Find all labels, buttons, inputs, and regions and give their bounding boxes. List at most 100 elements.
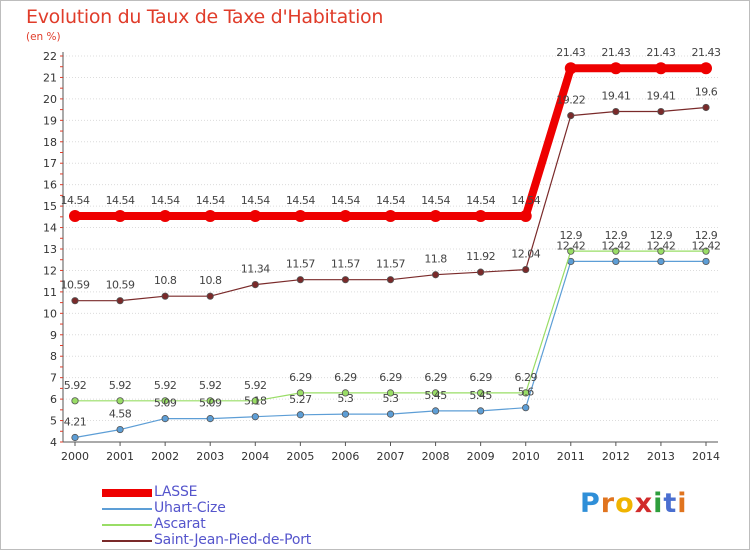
- data-label: 10.8: [199, 274, 222, 287]
- legend-label: LASSE: [154, 484, 198, 500]
- data-label: 12.9: [605, 229, 628, 242]
- x-tick-label: 2011: [557, 450, 585, 463]
- logo-letter: i: [653, 488, 664, 519]
- data-label: 11.57: [331, 258, 360, 271]
- data-point: [522, 265, 530, 274]
- data-label: 6.29: [469, 371, 492, 384]
- x-tick-label: 2005: [286, 450, 314, 463]
- data-label: 5.92: [64, 379, 87, 392]
- data-point: [251, 397, 259, 405]
- data-label: 5.6: [518, 386, 534, 399]
- data-point: [612, 247, 620, 255]
- data-point: [657, 257, 665, 266]
- data-label: 12.42: [556, 239, 585, 252]
- y-tick-label: 7: [50, 372, 57, 385]
- chart-title: Evolution du Taux de Taxe d'Habitation: [26, 6, 384, 28]
- data-label: 14.54: [151, 194, 180, 207]
- data-label: 19.41: [601, 90, 630, 103]
- series-group: [69, 62, 712, 442]
- data-point: [429, 209, 442, 222]
- data-label: 14.54: [421, 194, 450, 207]
- data-point: [702, 257, 710, 266]
- data-point: [431, 389, 440, 397]
- data-point: [71, 397, 79, 405]
- data-label: 11.57: [376, 258, 405, 271]
- data-point: [206, 397, 214, 405]
- data-label: 14.54: [61, 194, 90, 207]
- data-point: [116, 397, 124, 405]
- y-tick-label: 10: [43, 307, 57, 320]
- data-point: [159, 209, 172, 222]
- data-point: [657, 247, 665, 255]
- data-point: [294, 209, 307, 222]
- data-point: [339, 209, 352, 222]
- data-label: 5.09: [199, 397, 222, 410]
- y-tick-label: 14: [43, 222, 57, 235]
- data-point: [206, 415, 214, 423]
- data-label: 5.3: [337, 392, 353, 405]
- data-label: 12.42: [601, 239, 630, 252]
- legend-swatch: [102, 540, 152, 542]
- data-label: 12.42: [692, 239, 721, 252]
- data-point: [71, 297, 79, 305]
- y-tick-label: 20: [43, 93, 57, 106]
- data-labels: 14.54 14.54 14.54 14.54 14.54 14.54 14.54 14.54…: [61, 46, 722, 428]
- logo-letter: i: [677, 488, 688, 519]
- data-label: 11.57: [286, 258, 315, 271]
- y-tick-label: 19: [43, 114, 57, 127]
- data-point: [161, 292, 169, 300]
- data-label: 5.92: [109, 379, 132, 392]
- data-label: 6.29: [334, 371, 357, 384]
- data-point: [386, 389, 395, 397]
- data-point: [161, 397, 169, 405]
- data-point: [206, 292, 214, 300]
- data-label: 10.59: [61, 279, 90, 292]
- data-point: [204, 209, 217, 222]
- data-label: 6.29: [289, 371, 312, 384]
- data-label: 12.9: [560, 229, 583, 242]
- data-point: [474, 209, 487, 222]
- data-point: [477, 268, 485, 276]
- data-label: 4.21: [64, 415, 87, 428]
- data-point: [161, 415, 169, 423]
- unit-label: (en %): [26, 31, 61, 43]
- x-tick-label: 2012: [602, 450, 630, 463]
- data-label: 10.8: [154, 274, 177, 287]
- data-label: 14.54: [376, 194, 405, 207]
- legend-label: Ascarat: [154, 516, 206, 532]
- data-label: 14.54: [511, 194, 540, 207]
- logo-letter: P: [580, 488, 601, 519]
- data-point: [251, 413, 259, 421]
- x-tick-label: 2008: [422, 450, 450, 463]
- legend-label: Uhart-Cize: [154, 500, 226, 516]
- logo-letter: t: [663, 488, 678, 519]
- x-tick-label: 2014: [692, 450, 720, 463]
- data-label: 5.45: [469, 389, 492, 402]
- data-point: [296, 276, 304, 284]
- data-label: 6.29: [379, 371, 402, 384]
- data-label: 14.54: [106, 194, 135, 207]
- data-point: [384, 209, 397, 222]
- data-point: [519, 209, 532, 222]
- data-point: [612, 107, 620, 116]
- data-label: 11.34: [241, 263, 270, 276]
- data-label: 4.58: [109, 408, 132, 421]
- data-point: [657, 107, 665, 116]
- data-label: 12.9: [650, 229, 673, 242]
- legend-swatch: [102, 508, 152, 510]
- data-point: [567, 112, 575, 120]
- data-point: [522, 404, 530, 412]
- x-tick-label: 2006: [331, 450, 359, 463]
- data-label: 21.43: [601, 46, 630, 59]
- y-tick-label: 8: [50, 350, 57, 363]
- y-tick-label: 4: [50, 436, 57, 449]
- data-label: 12.9: [695, 229, 718, 242]
- data-label: 5.27: [289, 393, 312, 406]
- data-point: [609, 62, 622, 75]
- data-point: [654, 62, 667, 75]
- x-tick-label: 2004: [241, 450, 269, 463]
- y-tick-label: 16: [43, 179, 57, 192]
- data-label: 14.54: [286, 194, 315, 207]
- data-label: 5.18: [244, 395, 267, 408]
- data-point: [612, 257, 620, 266]
